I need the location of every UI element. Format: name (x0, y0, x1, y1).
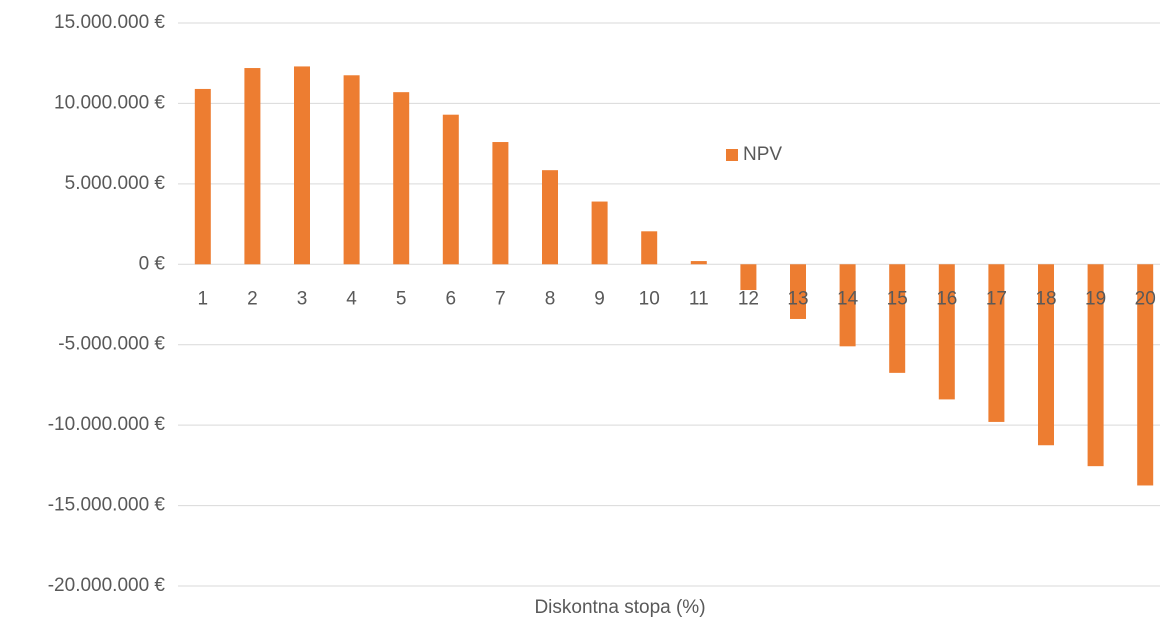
x-tick-label: 11 (689, 288, 709, 309)
bar (740, 264, 757, 291)
bar (244, 68, 261, 265)
bar (988, 264, 1005, 422)
bar (194, 88, 211, 265)
y-tick-label: -10.000.000 € (48, 414, 166, 435)
x-tick-label: 10 (639, 288, 660, 309)
bar (839, 264, 856, 347)
bar (1038, 264, 1054, 446)
bar (889, 264, 906, 373)
x-tick-label: 1 (198, 288, 209, 309)
bar (591, 201, 608, 265)
bar (641, 231, 658, 265)
x-tick-label: 19 (1085, 288, 1106, 309)
x-tick-label: 17 (986, 288, 1007, 309)
x-tick-label: 13 (787, 288, 808, 309)
bar (492, 142, 509, 265)
x-tick-label: 7 (495, 288, 506, 309)
x-tick-label: 6 (446, 288, 457, 309)
bar (1087, 264, 1104, 467)
bar (294, 66, 310, 265)
x-tick-label: 14 (837, 288, 859, 309)
y-tick-label: -20.000.000 € (48, 575, 166, 596)
y-tick-label: -5.000.000 € (58, 334, 165, 355)
bar (442, 114, 459, 265)
bar (343, 75, 360, 265)
x-tick-label: 8 (545, 288, 556, 309)
y-tick-label: 15.000.000 € (54, 12, 165, 33)
bar (393, 92, 410, 265)
x-axis-label: Diskontna stopa (%) (534, 597, 705, 618)
bar (690, 261, 707, 265)
y-tick-label: 10.000.000 € (54, 92, 165, 113)
x-tick-label: 2 (247, 288, 258, 309)
x-tick-label: 9 (594, 288, 605, 309)
bar (790, 264, 806, 319)
legend-swatch (726, 149, 738, 161)
bar (542, 170, 558, 265)
x-tick-label: 5 (396, 288, 407, 309)
bar (938, 264, 955, 400)
x-tick-label: 12 (738, 288, 759, 309)
y-tick-label: 5.000.000 € (65, 173, 166, 194)
x-tick-label: 20 (1135, 288, 1156, 309)
y-tick-label: -15.000.000 € (48, 495, 166, 516)
x-tick-label: 16 (936, 288, 957, 309)
x-tick-label: 4 (346, 288, 357, 309)
y-tick-label: 0 € (139, 253, 166, 274)
x-tick-label: 15 (887, 288, 908, 309)
x-tick-label: 3 (297, 288, 308, 309)
legend-label: NPV (743, 144, 782, 165)
x-tick-label: 18 (1035, 288, 1056, 309)
bar (1137, 264, 1154, 486)
